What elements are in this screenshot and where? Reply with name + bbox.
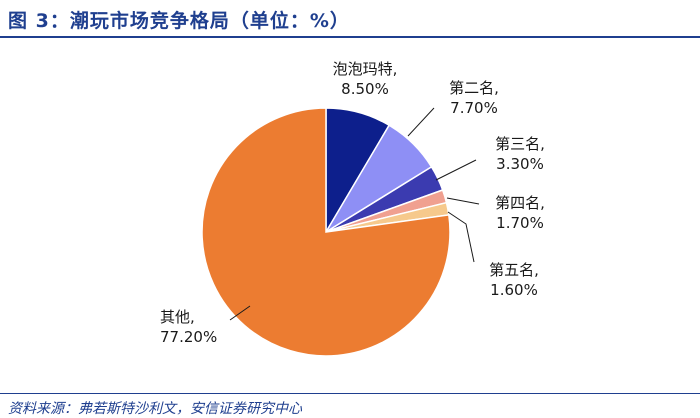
- slice-name-label: 泡泡玛特,: [333, 60, 398, 78]
- slice-labels: 泡泡玛特, 8.50% 第二名, 7.70% 第三名, 3.30% 第四名, 1.70% 第五名…: [160, 60, 545, 346]
- leader-line-2: [407, 107, 435, 137]
- pie-slices: [201, 107, 451, 357]
- pie-slice-6: [201, 107, 451, 357]
- leader-lines: [229, 107, 480, 321]
- slice-value-label: 7.70%: [450, 99, 498, 117]
- slice-name-label: 第四名,: [495, 194, 545, 212]
- source-divider: [0, 393, 700, 394]
- slice-value-label: 3.30%: [496, 155, 544, 173]
- slice-value-label: 77.20%: [160, 328, 217, 346]
- slice-name-label: 其他,: [160, 308, 195, 326]
- slice-name-label: 第五名,: [489, 261, 539, 279]
- leader-line-3: [435, 159, 477, 181]
- slice-name-label: 第二名,: [449, 79, 499, 97]
- slice-value-label: 8.50%: [341, 80, 389, 98]
- chart-title: 图 3：潮玩市场竞争格局（单位：%）: [8, 10, 350, 32]
- slice-value-label: 1.70%: [496, 214, 544, 232]
- slice-name-label: 第三名,: [495, 135, 545, 153]
- leader-line-4: [446, 197, 480, 205]
- slice-value-label: 1.60%: [490, 281, 538, 299]
- leader-line-6: [229, 305, 251, 321]
- leader-line-5: [447, 211, 475, 263]
- title-divider: [0, 36, 700, 38]
- source-note: 资料来源：弗若斯特沙利文，安信证券研究中心: [8, 401, 302, 417]
